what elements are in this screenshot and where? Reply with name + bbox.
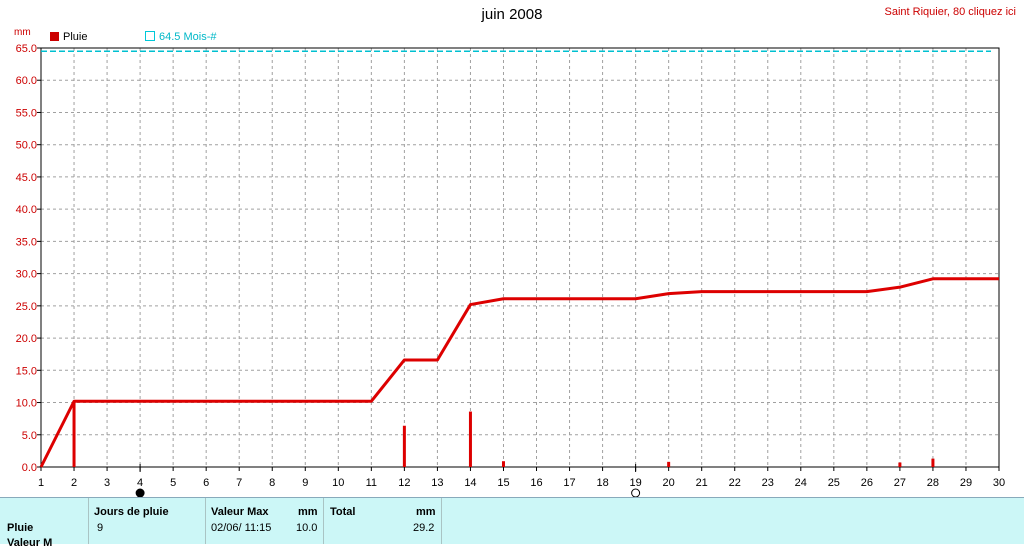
x-tick-label: 27 [894,477,906,489]
legend-cyan-swatch-icon [145,31,155,41]
y-tick-label: 60.0 [16,75,37,87]
chart-title: juin 2008 [481,6,543,23]
y-tick-label: 5.0 [22,430,37,442]
valeur-max-value: 10.0 [296,522,318,534]
station-link[interactable]: Saint Riquier, 80 cliquez ici [884,6,1016,18]
x-tick-label: 16 [530,477,542,489]
x-tick-label: 23 [762,477,774,489]
y-tick-label: 65.0 [16,43,37,55]
x-tick-label: 30 [993,477,1005,489]
stats-row-label: Pluie [7,522,34,534]
stats-max-column: Valeur Max mm 02/06/ 11:15 10.0 [205,498,324,544]
y-tick-label: 50.0 [16,140,37,152]
x-tick-label: 3 [104,477,110,489]
y-tick-label: 10.0 [16,398,37,410]
valeur-max-date: 02/06/ 11:15 [211,522,272,534]
x-tick-label: 15 [497,477,509,489]
x-tick-label: 13 [431,477,443,489]
total-value: 29.2 [413,522,435,534]
x-tick-label: 10 [332,477,344,489]
x-tick-label: 18 [596,477,608,489]
y-tick-label: 15.0 [16,365,37,377]
jours-value: 9 [97,522,104,534]
y-tick-label: 0.0 [22,462,37,474]
x-tick-label: 22 [729,477,741,489]
x-tick-label: 2 [71,477,77,489]
x-tick-label: 26 [861,477,873,489]
stats-row2-label: Valeur M [7,537,53,549]
x-tick-label: 9 [302,477,308,489]
valeur-max-header: Valeur Max [211,506,269,518]
stats-total-column: Total mm 29.2 [323,498,442,544]
x-tick-label: 7 [236,477,242,489]
y-tick-label: 25.0 [16,301,37,313]
x-tick-label: 25 [828,477,840,489]
total-header: Total [330,506,356,518]
x-tick-label: 21 [696,477,708,489]
stats-table: Pluie Valeur M Jours de pluie 9 Valeur M… [0,497,1024,549]
plot-frame [40,47,1000,468]
y-tick-label: 45.0 [16,172,37,184]
x-tick-label: 28 [927,477,939,489]
legend-red-swatch-icon [50,32,59,41]
x-tick-label: 20 [663,477,675,489]
x-tick-label: 4 [137,477,143,489]
y-tick-label: 35.0 [16,236,37,248]
y-axis-title: mm [14,27,31,38]
x-tick-label: 5 [170,477,176,489]
legend-mois: 64.5 Mois-# [145,31,216,43]
x-tick-label: 1 [38,477,44,489]
x-tick-label: 14 [464,477,476,489]
legend-pluie-label: Pluie [63,31,88,43]
y-tick-label: 40.0 [16,204,37,216]
x-tick-label: 29 [960,477,972,489]
y-tick-label: 30.0 [16,269,37,281]
y-tick-label: 55.0 [16,107,37,119]
x-tick-label: 6 [203,477,209,489]
cumulative-rain-line [39,277,999,468]
valeur-max-unit: mm [298,506,318,518]
x-tick-label: 8 [269,477,275,489]
legend-mois-label: 64.5 Mois-# [159,31,217,43]
x-tick-label: 19 [629,477,641,489]
y-tick-label: 20.0 [16,333,37,345]
x-tick-label: 17 [563,477,575,489]
new-moon-icon [631,488,641,497]
legend-pluie: Pluie [50,31,87,43]
x-tick-label: 12 [398,477,410,489]
x-tick-label: 24 [795,477,807,489]
stats-label-column: Pluie Valeur M [0,498,89,549]
rain-chart: 0.0 5.0 10.0 15.0 20.0 25.0 30.0 35.0 40.0 45.0 50… [16,43,1005,497]
x-tick-label: 11 [366,477,377,489]
jours-header: Jours de pluie [94,506,169,518]
stats-jours-column: Jours de pluie 9 [88,498,206,544]
total-unit: mm [416,506,436,518]
full-moon-icon [135,488,145,497]
